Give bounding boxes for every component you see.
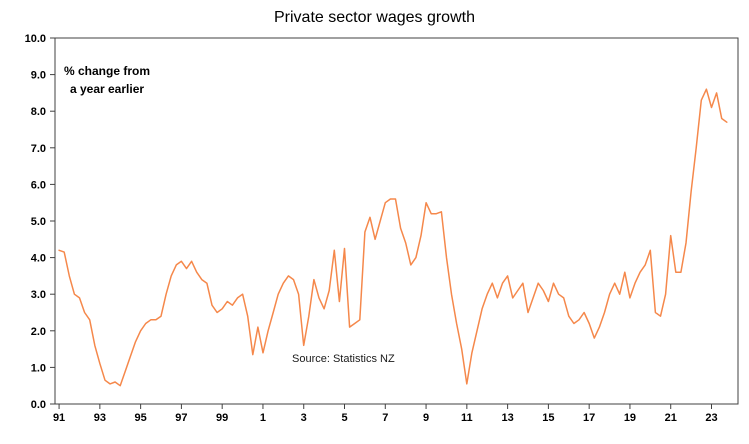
y-tick-label: 5.0: [31, 216, 46, 228]
source-note: Source: Statistics NZ: [292, 353, 395, 365]
x-tick-label: 13: [501, 412, 513, 424]
x-tick-label: 93: [94, 412, 106, 424]
y-tick-label: 4.0: [31, 253, 46, 265]
x-tick-label: 15: [542, 412, 554, 424]
x-tick-label: 19: [624, 412, 636, 424]
y-axis-annotation: % change from a year earlier: [64, 62, 150, 98]
x-tick-label: 17: [583, 412, 595, 424]
x-tick-label: 99: [216, 412, 228, 424]
chart-title: Private sector wages growth: [274, 9, 475, 26]
y-tick-label: 3.0: [31, 289, 46, 301]
x-tick-label: 23: [705, 412, 717, 424]
y-tick-label: 8.0: [31, 106, 46, 118]
x-tick-label: 97: [175, 412, 187, 424]
x-tick-label: 3: [301, 412, 307, 424]
x-tick-label: 7: [382, 412, 388, 424]
y-tick-label: 1.0: [31, 362, 46, 374]
x-tick-label: 5: [341, 412, 347, 424]
y-tick-label: 9.0: [31, 70, 46, 82]
x-tick-label: 91: [53, 412, 65, 424]
wages-growth-line: [58, 88, 728, 387]
x-tick-label: 21: [665, 412, 677, 424]
x-tick-label: 11: [461, 412, 473, 424]
x-tick-label: 9: [423, 412, 429, 424]
plot-border: [54, 37, 739, 405]
x-tick-label: 1: [260, 412, 266, 424]
annotation-line-2: a year earlier: [69, 82, 145, 96]
x-tick-label: 95: [135, 412, 147, 424]
y-tick-label: 10.0: [25, 33, 46, 45]
y-tick-label: 7.0: [31, 143, 46, 155]
y-tick-label: 6.0: [31, 179, 46, 191]
y-tick-label: 2.0: [31, 326, 46, 338]
annotation-line-1: % change from: [64, 64, 151, 78]
y-tick-label: 0.0: [31, 399, 46, 411]
